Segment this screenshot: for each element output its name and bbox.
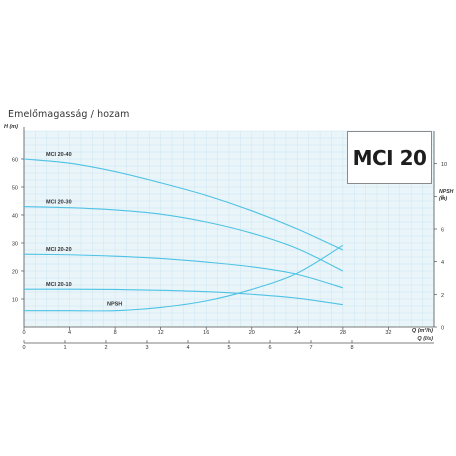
x2-tick-label: 4	[186, 345, 189, 351]
npsh-tick-label: 2	[441, 293, 444, 299]
curve-npsh	[24, 244, 344, 312]
x-tick-label: 0	[22, 330, 25, 336]
curve-mci-20-10	[23, 288, 343, 306]
series-label-mci-20-20: MCI 20-20	[46, 247, 72, 253]
npsh-tick-label: 8	[441, 195, 444, 201]
x-tick-label: 16	[203, 330, 209, 336]
y-tick-label: 60	[12, 158, 18, 164]
curves	[23, 158, 344, 312]
x2-tick-label: 7	[309, 345, 312, 351]
page-title: Emelőmagasság / hozam	[8, 109, 130, 120]
curve-mci-20-20	[23, 253, 344, 289]
y-axis-label: H (m)	[4, 124, 18, 130]
series-label-mci-20-10: MCI 20-10	[46, 282, 72, 288]
x2-tick-label: 6	[268, 345, 271, 351]
x2-tick-label: 8	[350, 345, 353, 351]
y-tick-label: 30	[12, 242, 18, 248]
x-tick-label: 12	[158, 330, 164, 336]
npsh-tick-label: 6	[441, 228, 444, 234]
x-axis-label-m3h: Q (m³/h)	[412, 327, 433, 334]
x-tick-label: 4	[68, 330, 71, 336]
y-tick-label: 20	[12, 270, 18, 276]
npsh-tick-label: 10	[441, 162, 447, 168]
npsh-axis-label: NPSH	[439, 189, 454, 195]
y-tick-label: 10	[12, 298, 18, 304]
x2-tick-label: 3	[145, 345, 148, 351]
series-label-mci-20-30: MCI 20-30	[46, 200, 72, 206]
model-badge-label: MCI 20	[352, 145, 427, 170]
series-label-mci-20-40: MCI 20-40	[46, 152, 72, 158]
x-tick-label: 24	[294, 330, 300, 336]
x-tick-label: 20	[249, 330, 255, 336]
x-tick-label: 8	[114, 330, 117, 336]
x2-tick-label: 2	[104, 345, 107, 351]
curve-mci-20-30	[23, 206, 344, 272]
y-tick-label: 40	[12, 214, 18, 220]
x2-tick-label: 1	[63, 345, 66, 351]
npsh-tick-label: 0	[441, 326, 444, 332]
npsh-tick-label: 4	[441, 260, 444, 266]
series-label-npsh: NPSH	[107, 302, 122, 308]
x-tick-label: 28	[340, 330, 346, 336]
x-axis-label-ls: Q (l/s)	[417, 336, 433, 342]
y-tick-label: 50	[12, 186, 18, 192]
curve-mci-20-40	[23, 158, 344, 251]
model-badge: MCI 20	[347, 131, 432, 184]
x2-tick-label: 0	[22, 345, 25, 351]
npsh-axis-unit: (m)	[439, 196, 447, 202]
x-tick-label: 32	[385, 330, 391, 336]
x2-tick-label: 5	[227, 345, 230, 351]
labels: MCI 20-40 MCI 20-30 MCI 20-20 MCI 20-10 NPSH	[46, 152, 122, 308]
grid	[23, 130, 435, 328]
